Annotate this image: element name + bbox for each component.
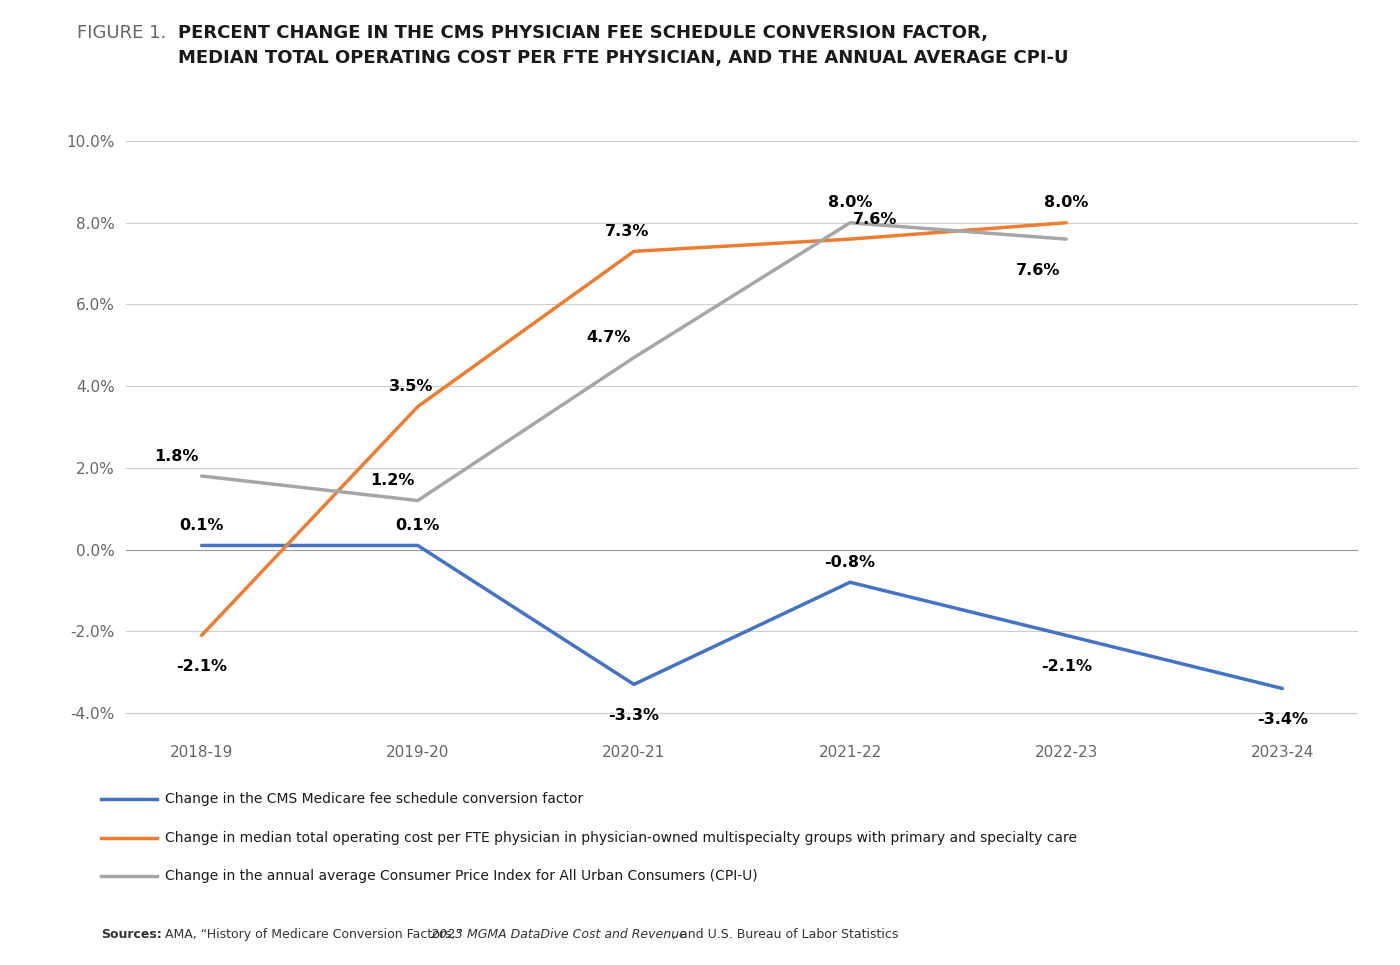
Text: -2.1%: -2.1%	[1040, 659, 1092, 674]
Text: , and U.S. Bureau of Labor Statistics: , and U.S. Bureau of Labor Statistics	[672, 928, 899, 941]
Text: 7.6%: 7.6%	[853, 211, 897, 227]
Text: 0.1%: 0.1%	[396, 518, 440, 533]
Text: Change in the CMS Medicare fee schedule conversion factor: Change in the CMS Medicare fee schedule …	[165, 792, 584, 806]
Text: 0.1%: 0.1%	[179, 518, 224, 533]
Text: -0.8%: -0.8%	[825, 555, 875, 569]
Text: 3.5%: 3.5%	[389, 379, 433, 394]
Text: 7.6%: 7.6%	[1016, 262, 1061, 278]
Text: -2.1%: -2.1%	[176, 659, 227, 674]
Text: 8.0%: 8.0%	[827, 195, 872, 210]
Text: 8.0%: 8.0%	[1044, 195, 1088, 210]
Text: -3.4%: -3.4%	[1257, 712, 1308, 727]
Text: FIGURE 1.: FIGURE 1.	[77, 24, 172, 42]
Text: 4.7%: 4.7%	[587, 330, 631, 345]
Text: MEDIAN TOTAL OPERATING COST PER FTE PHYSICIAN, AND THE ANNUAL AVERAGE CPI-U: MEDIAN TOTAL OPERATING COST PER FTE PHYS…	[178, 49, 1068, 68]
Text: PERCENT CHANGE IN THE CMS PHYSICIAN FEE SCHEDULE CONVERSION FACTOR,: PERCENT CHANGE IN THE CMS PHYSICIAN FEE …	[178, 24, 988, 42]
Text: -3.3%: -3.3%	[609, 708, 659, 723]
Text: 7.3%: 7.3%	[605, 224, 650, 239]
Text: Sources:: Sources:	[101, 928, 161, 941]
Text: Change in median total operating cost per FTE physician in physician-owned multi: Change in median total operating cost pe…	[165, 831, 1077, 844]
Text: 2023 MGMA DataDive Cost and Revenue: 2023 MGMA DataDive Cost and Revenue	[431, 928, 687, 941]
Text: Change in the annual average Consumer Price Index for All Urban Consumers (CPI-U: Change in the annual average Consumer Pr…	[165, 869, 757, 883]
Text: 1.8%: 1.8%	[154, 449, 199, 463]
Text: AMA, “History of Medicare Conversion Factors,”: AMA, “History of Medicare Conversion Fac…	[161, 928, 466, 941]
Text: 1.2%: 1.2%	[371, 473, 414, 488]
